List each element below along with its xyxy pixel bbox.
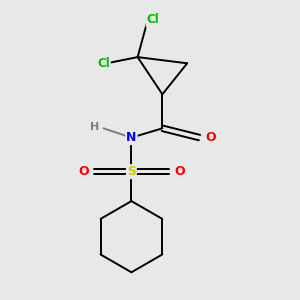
Text: O: O xyxy=(174,165,185,178)
Text: N: N xyxy=(126,131,136,144)
Text: S: S xyxy=(127,165,136,178)
Text: Cl: Cl xyxy=(147,14,160,26)
Text: Cl: Cl xyxy=(97,57,110,70)
Text: O: O xyxy=(205,131,216,144)
Text: H: H xyxy=(90,122,99,132)
Text: O: O xyxy=(78,165,89,178)
